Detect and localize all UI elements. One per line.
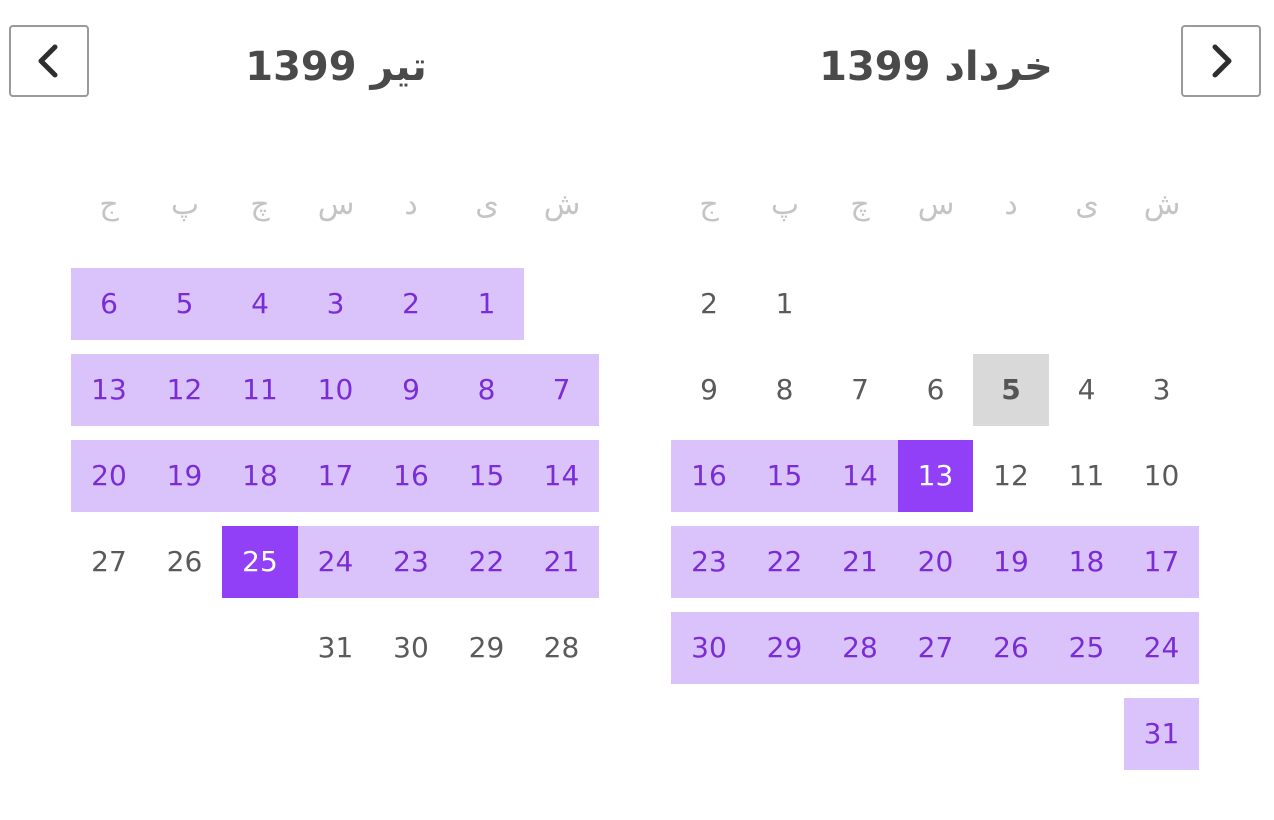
weekday-label: د (1004, 187, 1018, 222)
day-cell[interactable]: 14 (524, 440, 599, 512)
day-cell[interactable]: 27 (91, 545, 127, 578)
chevron-left-icon (38, 44, 58, 78)
chevron-right-icon (1212, 44, 1232, 78)
day-cell[interactable]: 7 (524, 354, 599, 426)
day-cell[interactable]: 2 (700, 287, 718, 320)
day-cell[interactable]: 15 (747, 440, 822, 512)
day-cell[interactable]: 17 (1124, 526, 1199, 598)
day-cell[interactable]: 10 (1143, 459, 1180, 492)
day-cell[interactable]: 21 (524, 526, 599, 598)
weekday-label: د (404, 187, 418, 222)
day-cell[interactable]: 28 (822, 612, 898, 684)
day-cell[interactable]: 11 (1068, 459, 1105, 492)
weekday-label: چ (250, 187, 270, 222)
day-cell[interactable]: 12 (147, 354, 222, 426)
day-cell[interactable]: 16 (671, 440, 747, 512)
day-cell[interactable]: 28 (543, 631, 580, 664)
day-cell[interactable]: 18 (222, 440, 298, 512)
weekday-label: ج (699, 187, 719, 222)
day-cell[interactable]: 31 (317, 631, 354, 664)
day-cell[interactable]: 8 (449, 354, 524, 426)
day-cell[interactable]: 1 (449, 268, 524, 340)
day-cell[interactable]: 16 (373, 440, 449, 512)
day-cell[interactable]: 7 (851, 373, 869, 406)
day-cell[interactable]: 14 (822, 440, 898, 512)
day-cell[interactable]: 31 (1124, 698, 1199, 770)
weekday-label: ی (1075, 187, 1099, 222)
day-cell[interactable]: 18 (1049, 526, 1124, 598)
day-cell[interactable]: 22 (449, 526, 524, 598)
day-cell[interactable]: 29 (468, 631, 505, 664)
month-title-left: تیر 1399 (245, 44, 427, 90)
day-cell[interactable]: 8 (775, 373, 794, 406)
weekday-label: ی (475, 187, 499, 222)
day-cell[interactable]: 19 (973, 526, 1049, 598)
day-cell[interactable]: 13 (898, 440, 973, 512)
weekday-label: س (317, 187, 355, 222)
day-cell[interactable]: 26 (166, 545, 203, 578)
day-cell[interactable]: 12 (993, 459, 1029, 492)
weekday-label: پ (170, 187, 200, 222)
day-cell[interactable]: 21 (822, 526, 898, 598)
day-cell[interactable]: 24 (298, 526, 373, 598)
day-cell[interactable]: 10 (298, 354, 373, 426)
day-cell[interactable]: 20 (898, 526, 973, 598)
weekday-label: پ (770, 187, 800, 222)
prev-month-button[interactable] (9, 25, 89, 97)
day-cell[interactable]: 15 (449, 440, 524, 512)
day-cell[interactable]: 5 (973, 354, 1049, 426)
day-cell[interactable]: 4 (222, 268, 298, 340)
day-cell[interactable]: 2 (373, 268, 449, 340)
day-cell[interactable]: 26 (973, 612, 1049, 684)
day-cell[interactable]: 22 (747, 526, 822, 598)
day-cell[interactable]: 3 (298, 268, 373, 340)
day-cell[interactable]: 27 (898, 612, 973, 684)
weekday-label: س (917, 187, 955, 222)
month-title-right: خرداد 1399 (819, 44, 1053, 90)
day-cell[interactable]: 9 (700, 373, 718, 406)
day-cell[interactable]: 11 (222, 354, 298, 426)
day-cell[interactable]: 25 (1049, 612, 1124, 684)
day-cell[interactable]: 6 (926, 373, 945, 406)
day-cell[interactable]: 29 (747, 612, 822, 684)
day-cell[interactable]: 23 (671, 526, 747, 598)
day-cell[interactable]: 6 (71, 268, 147, 340)
weekday-label: ش (543, 187, 581, 222)
next-month-button[interactable] (1181, 25, 1261, 97)
day-cell[interactable]: 20 (71, 440, 147, 512)
day-cell[interactable]: 30 (393, 631, 429, 664)
day-cell[interactable]: 30 (671, 612, 747, 684)
day-cell[interactable]: 23 (373, 526, 449, 598)
day-cell[interactable]: 5 (147, 268, 222, 340)
day-cell[interactable]: 3 (1152, 373, 1171, 406)
day-cell[interactable]: 13 (71, 354, 147, 426)
day-cell[interactable]: 24 (1124, 612, 1199, 684)
day-cell[interactable]: 9 (373, 354, 449, 426)
weekday-label: ش (1143, 187, 1181, 222)
day-cell[interactable]: 19 (147, 440, 222, 512)
day-cell[interactable]: 17 (298, 440, 373, 512)
day-cell[interactable]: 1 (775, 287, 794, 320)
day-cell[interactable]: 4 (1077, 373, 1096, 406)
weekday-label: ج (99, 187, 119, 222)
weekday-label: چ (850, 187, 870, 222)
day-cell[interactable]: 25 (222, 526, 298, 598)
